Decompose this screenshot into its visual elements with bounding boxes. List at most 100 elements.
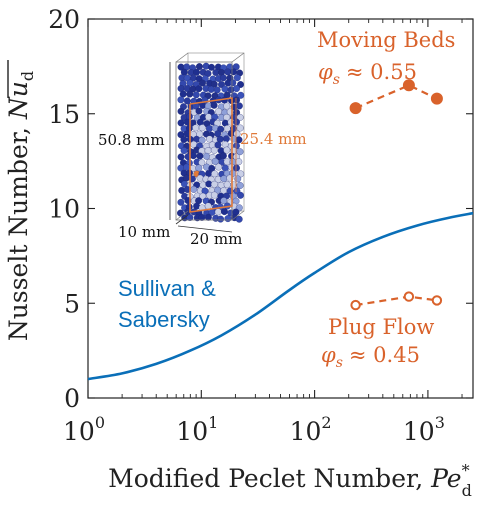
sullivan-label-line2: Sabersky [118,307,210,332]
inset-particle [233,85,240,93]
inset-particle [230,68,237,76]
y-tick-label: 15 [48,100,80,129]
inset-particle [206,135,213,143]
inset-particle [177,107,185,115]
series-moving-beds-line [355,84,438,110]
inset-particle [217,215,225,223]
inset-particle [210,180,218,188]
inset-particle [210,191,218,199]
x-tick-label: 102 [290,413,332,446]
inset-particle [222,135,230,143]
inset-particle [224,215,232,223]
series-moving-beds-point [349,102,362,115]
inset-particle [199,192,207,200]
inset-particle [195,85,203,93]
inset-particle [182,174,190,182]
inset-measurement-window [189,97,233,213]
inset-particle [210,101,218,109]
inset-window-label: 25.4 mm [240,130,307,148]
inset-particle [223,146,231,154]
inset-particle [189,152,197,160]
inset-particle [177,119,185,127]
inset-particle [204,70,212,77]
y-tick-label: 20 [48,5,80,34]
y-axis-label-text: Nusselt Number, [4,119,33,341]
x-axis-label-sup: * [462,461,470,480]
inset-particle [183,163,191,171]
inset-particle [233,118,240,126]
moving-phi-value: ≈ 0.55 [346,60,417,84]
inset-particle [236,148,244,156]
x-axis-label-symbol: Pe [430,464,462,493]
inset-particle [190,185,198,193]
y-axis-label: Nusselt Number, Nud [4,71,37,341]
inset-particle [196,152,204,160]
inset-particle [177,153,185,161]
axes-frame: 0 5 10 15 20 100 101 102 103 [48,5,474,446]
inset-particle [177,198,185,206]
moving-beds-phi: φs ≈ 0.55 [318,60,417,88]
inset-particle [235,102,243,110]
x-tick-label: 101 [176,413,218,446]
series-plug-flow-point [350,299,361,311]
series-sullivan-sabersky-line [87,211,474,381]
x-axis-label-sub: d [462,481,472,500]
inset-particle [208,164,216,172]
inset-particle [229,79,237,87]
inset-particle [213,86,221,94]
plug-flow-phi: φs ≈ 0.45 [321,343,420,371]
inset-particle [223,181,231,189]
moving-beds-label: Moving Beds [317,28,455,52]
inset-particle [237,91,245,99]
series-plug-flow-point [431,295,443,306]
plug-flow-label: Plug Flow [328,315,434,339]
inset-particle [236,113,244,121]
inset-particle [192,124,200,132]
inset-width-label: 20 mm [190,230,242,248]
inset-particle [180,147,188,155]
x-tick-label: 100 [63,413,105,446]
plug-phi-value: ≈ 0.45 [349,343,420,367]
y-tick-label: 10 [48,195,80,224]
inset-particle [186,214,194,221]
inset-particle [211,170,219,178]
inset-particle [236,182,244,189]
y-tick-label: 5 [64,289,80,318]
annotations: Sullivan & Sabersky Moving Beds φs ≈ 0.55… [118,28,455,371]
inset-particle [219,152,227,160]
moving-phi-sub: s [333,72,340,88]
inset-particle [198,136,206,144]
inset-particle [193,68,200,76]
inset-particle [233,164,240,172]
series-plug-flow-point [403,291,415,302]
inset-particle [196,130,204,138]
inset-particle [219,74,227,82]
y-axis-label-sub: d [18,71,37,81]
y-axis-label-symbol: Nu [4,81,33,120]
inset-particle [237,191,244,199]
inset-particle [192,91,200,99]
inset-particle [199,181,207,189]
inset-height-label: 50.8 mm [98,131,165,149]
inset-particle [221,140,229,148]
inset-particle [233,96,241,104]
inset-particle [208,63,215,71]
x-tick-label: 103 [403,413,445,446]
inset-particle [207,85,215,93]
inset-particle [178,186,186,194]
inset-particle [195,107,203,115]
series-plug-flow-line [355,295,438,307]
series-moving-beds-point [430,92,443,105]
y-tick-label: 0 [64,384,80,413]
inset-particle [183,97,191,105]
inset-depth-edge [175,210,189,221]
inset-particle [236,124,244,132]
inset-depth-label: 10 mm [118,223,170,241]
inset-particle [195,164,203,172]
inset-particle [210,80,218,88]
inset-particle [234,175,242,183]
inset-depth-dim [175,214,189,225]
inset-particle [214,208,222,216]
inset-particle [224,68,232,76]
x-axis-label-text: Modified Peclet Number, [108,464,431,493]
